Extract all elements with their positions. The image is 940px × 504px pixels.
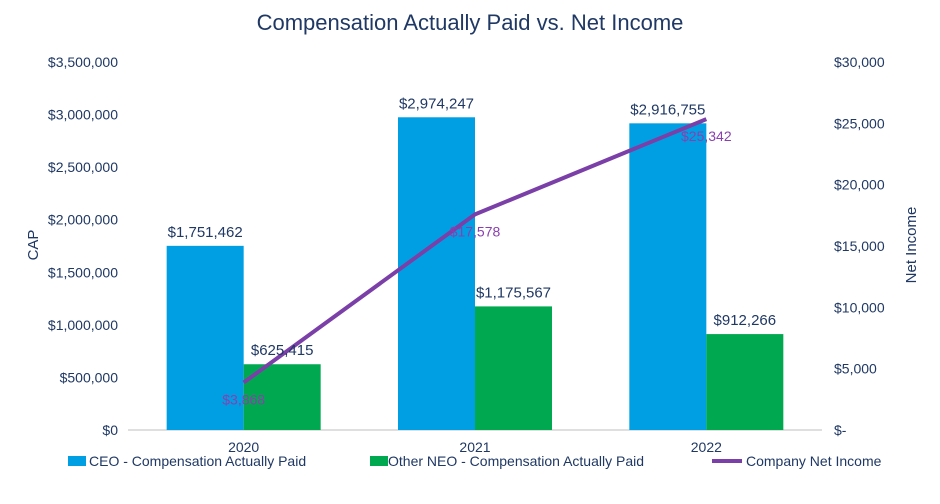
net-income-line: [242, 117, 708, 385]
legend-swatch: [370, 456, 388, 466]
bar-ceo: [398, 117, 475, 430]
y2-tick-label: $30,000: [834, 54, 885, 70]
y-tick-label: $2,500,000: [48, 159, 118, 175]
bar-ceo: [629, 123, 707, 431]
y-tick-label: $0: [102, 422, 118, 438]
bar-data-label: $2,974,247: [399, 95, 474, 112]
x-tick-label: 2022: [691, 439, 722, 455]
bar-other-neo: [475, 306, 552, 430]
bar-data-label: $1,751,462: [168, 224, 243, 241]
y2-axis-title: Net Income: [903, 207, 920, 284]
y-tick-label: $1,000,000: [48, 317, 118, 333]
y-tick-label: $3,500,000: [48, 54, 118, 70]
legend-label: CEO - Compensation Actually Paid: [89, 453, 306, 469]
y-tick-label: $1,500,000: [48, 264, 118, 280]
x-tick-label: 2021: [459, 439, 490, 455]
bar-other-neo: [706, 334, 784, 430]
y2-tick-label: $25,000: [834, 115, 885, 131]
bar-data-label: $912,266: [714, 312, 777, 329]
legend-label: Other NEO - Compensation Actually Paid: [388, 453, 644, 469]
y-tick-label: $2,000,000: [48, 212, 118, 228]
bar-ceo: [166, 245, 244, 430]
legend-swatch: [68, 456, 86, 466]
line-data-label: $25,342: [681, 128, 732, 144]
line-data-label: $17,578: [450, 223, 501, 239]
chart-title: Compensation Actually Paid vs. Net Incom…: [256, 10, 684, 35]
bar-data-label: $625,415: [251, 342, 314, 359]
bar-data-label: $1,175,567: [476, 284, 551, 301]
y2-tick-label: $5,000: [834, 361, 877, 377]
y2-tick-label: $-: [834, 422, 847, 438]
y-tick-label: $500,000: [60, 369, 119, 385]
y-axis-title: CAP: [25, 230, 42, 261]
y2-tick-label: $20,000: [834, 177, 885, 193]
x-tick-label: 2020: [228, 439, 259, 455]
line-data-label: $3,868: [222, 392, 265, 408]
y-tick-label: $3,000,000: [48, 107, 118, 123]
bar-data-label: $2,916,755: [630, 101, 705, 118]
y2-tick-label: $15,000: [834, 238, 885, 254]
legend-label: Company Net Income: [746, 453, 882, 469]
y2-tick-label: $10,000: [834, 299, 885, 315]
